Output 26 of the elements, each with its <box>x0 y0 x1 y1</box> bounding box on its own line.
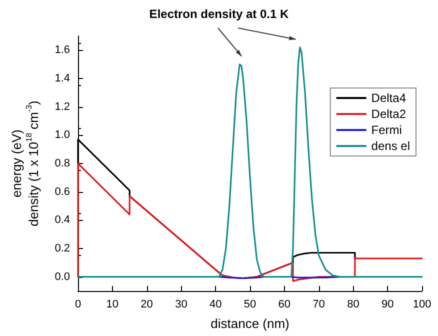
y-tick-label: 0.2 <box>54 242 70 254</box>
legend-label: dens el <box>371 139 410 153</box>
y-tick-label: 1.0 <box>54 129 70 142</box>
y-tick-label: 0.6 <box>54 186 70 198</box>
text: Electron density at 0.1 K <box>149 7 290 21</box>
x-tick-label: 50 <box>244 298 256 310</box>
y-tick-label: 1.4 <box>54 72 70 84</box>
x-tick-label: 0 <box>74 298 82 310</box>
x-axis-title: distance (nm) <box>210 316 290 331</box>
x-tick-label: 10 <box>106 298 119 310</box>
y-tick-label: 0.4 <box>54 214 70 226</box>
y-tick-label: 1.6 <box>54 44 70 56</box>
y-tick-label: 0.8 <box>54 158 70 170</box>
x-tick-label: 90 <box>381 298 394 310</box>
x-tick-label: 30 <box>175 298 188 310</box>
x-tick-label: 40 <box>209 298 222 310</box>
x-tick-label: 80 <box>347 298 360 310</box>
y-tick-label: 0.0 <box>54 270 70 283</box>
x-tick-label: 100 <box>412 298 432 310</box>
legend-label: Delta4 <box>371 91 406 105</box>
y-tick-label: 1.2 <box>54 100 70 113</box>
x-tick-label: 70 <box>312 298 325 310</box>
legend-label: Fermi <box>371 123 402 137</box>
legend-label: Delta2 <box>371 107 406 121</box>
x-tick-label: 20 <box>140 298 153 310</box>
x-tick-label: 60 <box>278 298 291 310</box>
